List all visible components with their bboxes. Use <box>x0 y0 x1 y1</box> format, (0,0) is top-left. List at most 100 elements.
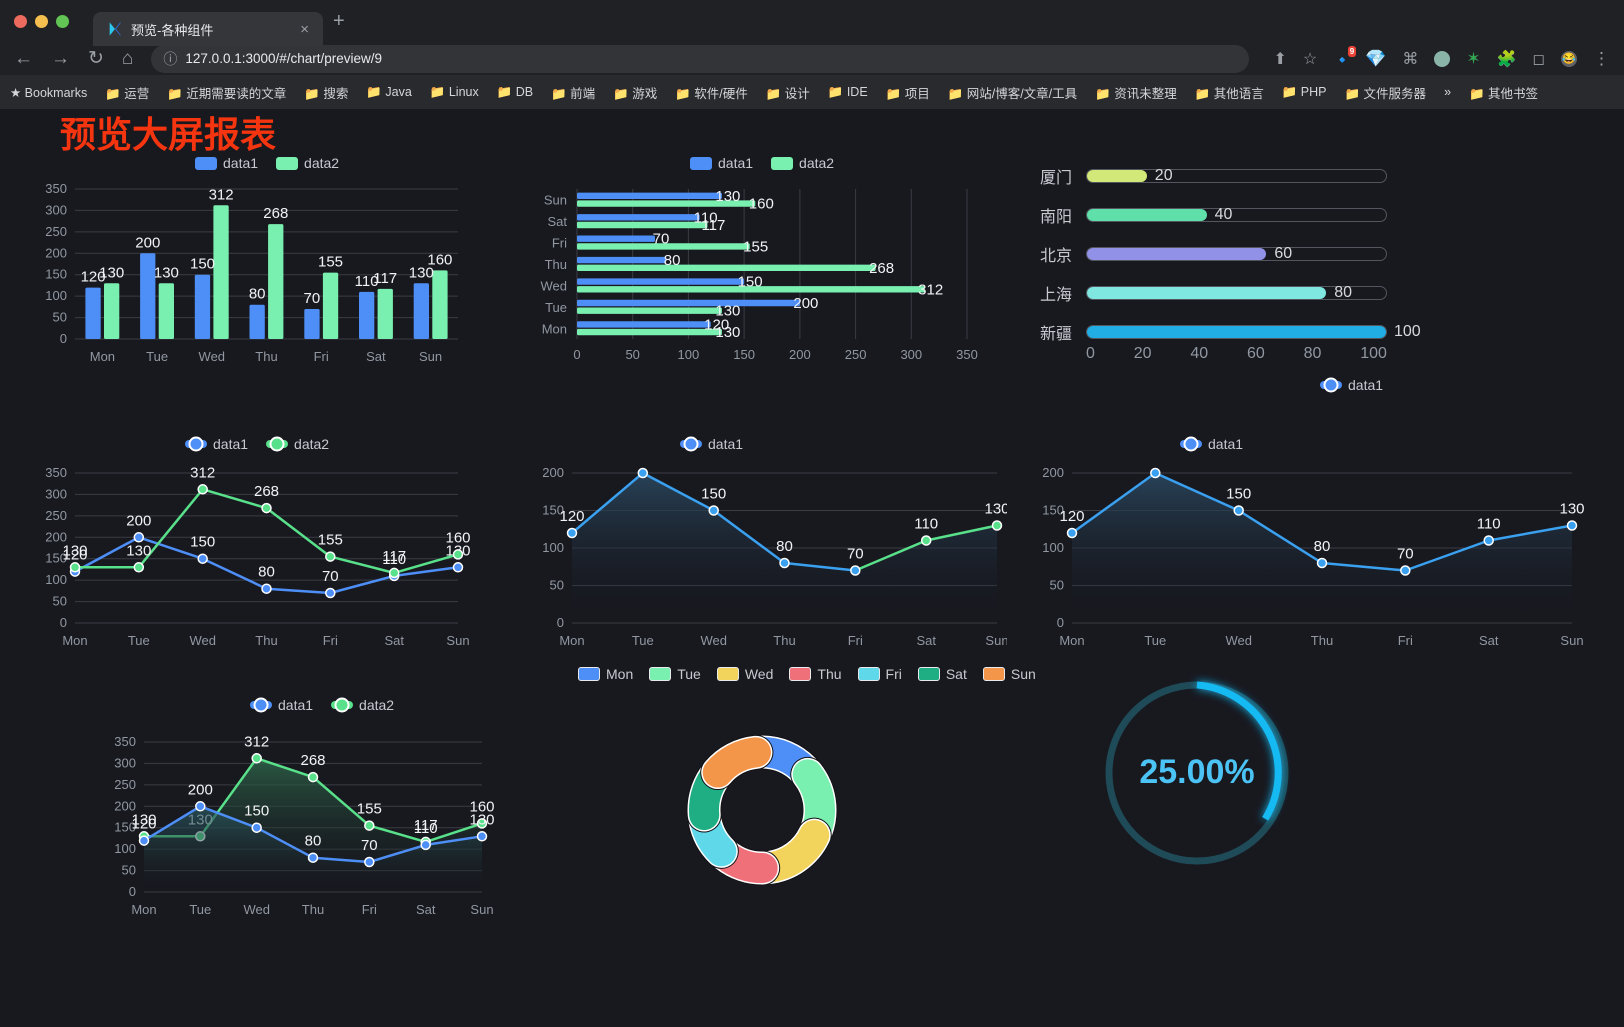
svg-text:50: 50 <box>1050 578 1064 593</box>
svg-text:117: 117 <box>382 548 406 565</box>
svg-text:50: 50 <box>625 347 639 362</box>
svg-text:130: 130 <box>984 501 1007 518</box>
svg-text:200: 200 <box>45 245 67 260</box>
svg-text:130: 130 <box>715 324 740 341</box>
svg-text:Tue: Tue <box>545 300 567 315</box>
svg-text:130: 130 <box>126 542 151 559</box>
svg-text:117: 117 <box>373 270 397 287</box>
svg-text:312: 312 <box>918 281 943 298</box>
svg-text:Mon: Mon <box>542 321 567 336</box>
svg-text:268: 268 <box>869 260 894 277</box>
svg-text:Fri: Fri <box>323 633 338 648</box>
svg-text:120: 120 <box>1059 508 1084 525</box>
svg-text:Tue: Tue <box>632 633 654 648</box>
svg-text:160: 160 <box>749 196 774 213</box>
svg-text:50: 50 <box>53 594 67 609</box>
svg-text:155: 155 <box>318 254 343 271</box>
svg-text:150: 150 <box>701 486 726 503</box>
svg-text:312: 312 <box>209 186 234 203</box>
svg-text:130: 130 <box>99 264 124 281</box>
svg-text:100: 100 <box>45 288 67 303</box>
svg-text:155: 155 <box>318 532 343 549</box>
svg-text:250: 250 <box>114 777 136 792</box>
svg-text:Thu: Thu <box>1311 633 1333 648</box>
svg-text:Thu: Thu <box>302 902 324 917</box>
svg-text:Fri: Fri <box>848 633 863 648</box>
svg-text:268: 268 <box>254 483 279 500</box>
svg-text:80: 80 <box>258 564 275 581</box>
svg-text:130: 130 <box>154 264 179 281</box>
svg-text:Tue: Tue <box>1144 633 1166 648</box>
svg-text:150: 150 <box>738 274 763 291</box>
svg-text:70: 70 <box>304 290 321 307</box>
svg-text:312: 312 <box>190 464 215 481</box>
svg-text:160: 160 <box>427 251 452 268</box>
svg-text:150: 150 <box>190 256 215 273</box>
svg-text:Sun: Sun <box>544 193 567 208</box>
svg-text:350: 350 <box>45 465 67 480</box>
svg-text:200: 200 <box>630 463 655 465</box>
svg-text:250: 250 <box>45 508 67 523</box>
svg-text:0: 0 <box>129 884 136 899</box>
svg-text:200: 200 <box>793 295 818 312</box>
svg-text:Thu: Thu <box>255 633 277 648</box>
svg-text:Wed: Wed <box>243 902 270 917</box>
svg-text:350: 350 <box>45 181 67 196</box>
svg-text:Thu: Thu <box>773 633 795 648</box>
svg-text:Fri: Fri <box>314 349 329 364</box>
svg-text:300: 300 <box>114 755 136 770</box>
svg-text:Sun: Sun <box>985 633 1007 648</box>
svg-text:Wed: Wed <box>541 278 568 293</box>
svg-text:Wed: Wed <box>199 349 226 364</box>
svg-text:100: 100 <box>678 347 700 362</box>
svg-text:250: 250 <box>45 224 67 239</box>
svg-text:70: 70 <box>322 568 339 585</box>
svg-text:70: 70 <box>1397 546 1414 563</box>
svg-text:Mon: Mon <box>90 349 115 364</box>
svg-text:80: 80 <box>664 252 681 269</box>
svg-text:200: 200 <box>188 781 213 798</box>
svg-text:50: 50 <box>53 310 67 325</box>
svg-text:110: 110 <box>914 516 938 533</box>
svg-text:250: 250 <box>845 347 867 362</box>
svg-text:110: 110 <box>414 820 438 837</box>
svg-text:100: 100 <box>542 540 564 555</box>
svg-text:100: 100 <box>114 841 136 856</box>
svg-text:Sun: Sun <box>1560 633 1583 648</box>
svg-text:70: 70 <box>361 837 378 854</box>
svg-text:200: 200 <box>1042 465 1064 480</box>
svg-text:Fri: Fri <box>552 236 567 251</box>
svg-text:Tue: Tue <box>146 349 168 364</box>
svg-text:Mon: Mon <box>62 633 87 648</box>
svg-text:Sat: Sat <box>547 214 567 229</box>
svg-text:350: 350 <box>114 734 136 749</box>
svg-text:150: 150 <box>733 347 755 362</box>
svg-text:50: 50 <box>122 863 136 878</box>
svg-text:25.00%: 25.00% <box>1139 753 1254 791</box>
svg-text:Thu: Thu <box>255 349 277 364</box>
svg-text:Sat: Sat <box>384 633 404 648</box>
svg-text:0: 0 <box>573 347 580 362</box>
svg-text:130: 130 <box>469 811 494 828</box>
svg-text:0: 0 <box>60 615 67 630</box>
svg-text:300: 300 <box>900 347 922 362</box>
svg-text:Sat: Sat <box>416 902 436 917</box>
svg-text:80: 80 <box>776 538 793 555</box>
svg-text:Sat: Sat <box>916 633 936 648</box>
svg-text:150: 150 <box>45 267 67 282</box>
svg-text:0: 0 <box>60 331 67 346</box>
svg-text:120: 120 <box>131 816 156 833</box>
svg-text:Fri: Fri <box>362 902 377 917</box>
svg-text:312: 312 <box>244 733 269 750</box>
svg-text:Mon: Mon <box>1059 633 1084 648</box>
svg-text:Tue: Tue <box>189 902 211 917</box>
svg-text:Wed: Wed <box>1225 633 1252 648</box>
svg-text:Wed: Wed <box>700 633 727 648</box>
svg-text:160: 160 <box>445 529 470 546</box>
svg-text:155: 155 <box>357 801 382 818</box>
svg-text:70: 70 <box>847 546 864 563</box>
svg-text:80: 80 <box>1314 538 1331 555</box>
svg-text:0: 0 <box>557 615 564 630</box>
svg-text:300: 300 <box>45 486 67 501</box>
svg-text:268: 268 <box>300 752 325 769</box>
